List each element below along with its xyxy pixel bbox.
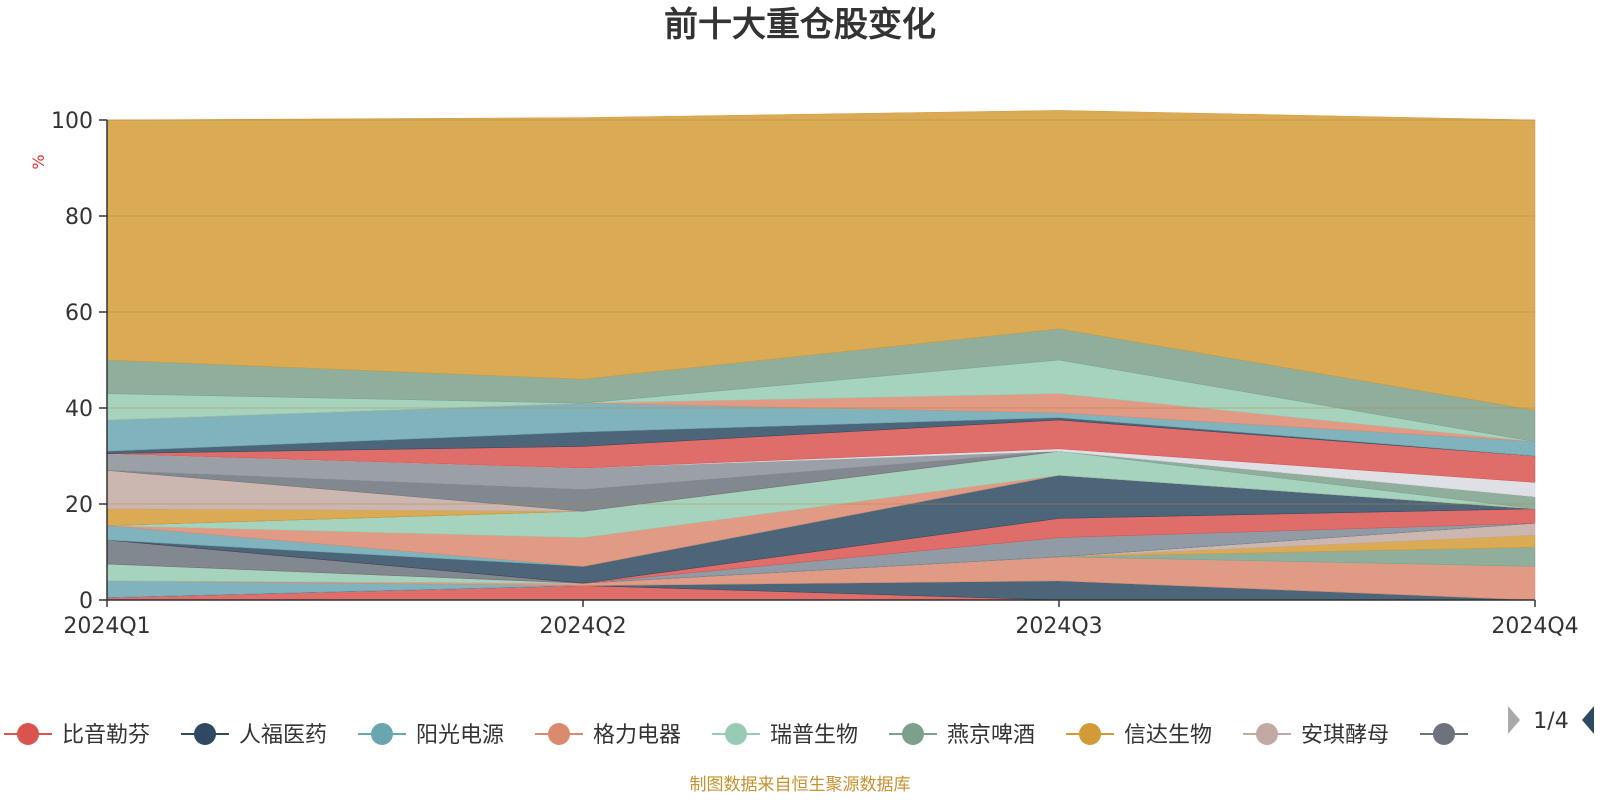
x-tick-label-3: 2024Q4	[1491, 614, 1578, 639]
legend-item-4[interactable]: 瑞普生物	[712, 723, 858, 748]
y-tick-label-4: 80	[65, 205, 93, 230]
chart-title: 前十大重仓股变化	[664, 5, 936, 45]
legend-marker-4	[725, 723, 747, 745]
legend-label-0: 比音勒芬	[62, 723, 150, 748]
legend-label-3: 格力电器	[593, 723, 681, 748]
x-tick-label-1: 2024Q2	[539, 614, 626, 639]
x-tick-label-0: 2024Q1	[63, 614, 150, 639]
x-tick-label-2: 2024Q3	[1015, 614, 1102, 639]
legend-marker-1	[194, 723, 216, 745]
legend-item-0[interactable]: 比音勒芬	[4, 723, 150, 748]
legend-item-1[interactable]: 人福医药	[181, 723, 327, 748]
y-axis-label: %	[29, 154, 48, 169]
legend-page-indicator: 1/4	[1533, 709, 1568, 734]
legend[interactable]: 比音勒芬 人福医药 阳光电源 格力电器 瑞普生物 燕京啤酒 信达生物 安琪酵母	[4, 723, 1468, 748]
legend-item-3[interactable]: 格力电器	[535, 723, 681, 748]
legend-prev-page-icon[interactable]	[1508, 706, 1520, 734]
legend-label-2: 阳光电源	[416, 723, 504, 748]
y-tick-label-5: 100	[51, 109, 93, 134]
legend-label-4: 瑞普生物	[770, 723, 858, 748]
area-series-group	[106, 110, 1536, 601]
y-tick-label-0: 0	[79, 589, 93, 614]
legend-marker-0	[17, 723, 39, 745]
legend-marker-8	[1433, 723, 1455, 745]
legend-marker-6	[1079, 723, 1101, 745]
legend-pager: 1/4	[1508, 706, 1594, 734]
legend-marker-7	[1256, 723, 1278, 745]
data-source-note: 制图数据来自恒生聚源数据库	[690, 775, 911, 795]
legend-marker-5	[902, 723, 924, 745]
y-tick-label-3: 60	[65, 301, 93, 326]
legend-item-6[interactable]: 信达生物	[1066, 723, 1212, 748]
legend-next-page-icon[interactable]	[1582, 706, 1594, 734]
plot-area: 0 20 40 60 80 100 2024Q1 2024Q2 2024Q3 2024Q4	[51, 109, 1579, 639]
legend-item-7[interactable]: 安琪酵母	[1243, 723, 1389, 748]
y-tick-label-1: 20	[65, 493, 93, 518]
legend-item-2[interactable]: 阳光电源	[358, 723, 504, 748]
legend-item-8[interactable]	[1420, 723, 1468, 745]
legend-label-7: 安琪酵母	[1301, 723, 1389, 748]
legend-label-5: 燕京啤酒	[947, 723, 1035, 748]
area-series-27[interactable]	[106, 110, 1536, 411]
legend-label-6: 信达生物	[1124, 723, 1212, 748]
legend-item-5[interactable]: 燕京啤酒	[889, 723, 1035, 748]
legend-marker-3	[548, 723, 570, 745]
y-tick-label-2: 40	[65, 397, 93, 422]
legend-label-1: 人福医药	[239, 723, 327, 748]
legend-marker-2	[371, 723, 393, 745]
